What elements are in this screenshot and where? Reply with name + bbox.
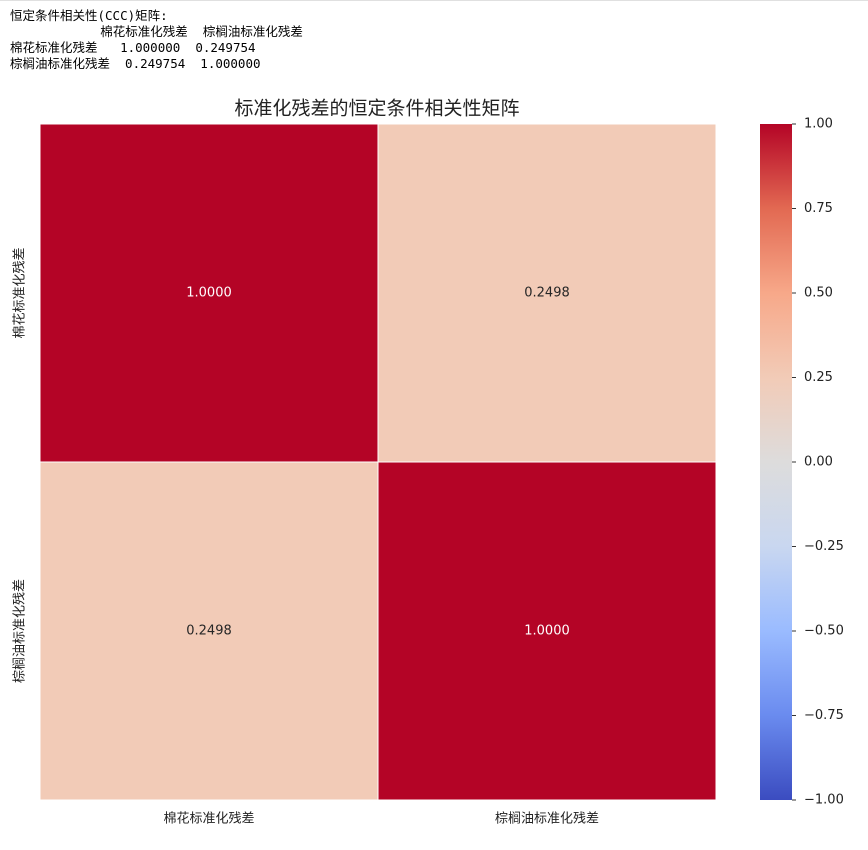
colorbar-tick-label: 0.50 xyxy=(804,286,833,301)
chart-title: 标准化残差的恒定条件相关性矩阵 xyxy=(234,98,519,120)
colorbar-tick-label: −1.00 xyxy=(804,793,844,808)
colorbar-tick-label: −0.75 xyxy=(804,708,844,723)
colorbar-tick-label: 0.75 xyxy=(804,201,833,216)
x-tick-label: 棉花标准化残差 xyxy=(163,811,254,827)
x-tick-label: 棕榈油标准化残差 xyxy=(495,812,599,827)
console-line: 棕榈油标准化残差 0.249754 1.000000 xyxy=(10,56,261,71)
colorbar-tick-label: 1.00 xyxy=(804,117,833,132)
heatmap-cell xyxy=(39,461,379,801)
heatmap-cell xyxy=(377,123,717,463)
console-line: 棉花标准化残差 1.000000 0.249754 xyxy=(10,40,256,55)
colorbar-tick-label: −0.25 xyxy=(804,539,844,554)
console-line: 恒定条件相关性(CCC)矩阵: xyxy=(10,8,168,23)
console-line: 棉花标准化残差 棕榈油标准化残差 xyxy=(10,24,303,39)
cell-border xyxy=(0,0,868,5)
value-label: 0.2498 xyxy=(524,286,570,301)
colorbar-tick-label: 0.00 xyxy=(804,455,833,470)
colorbar-tick-label: 0.25 xyxy=(804,370,833,385)
console-output: 恒定条件相关性(CCC)矩阵: 棉花标准化残差 棕榈油标准化残差 棉花标准化残差 … xyxy=(10,8,303,72)
heatmap-cell xyxy=(39,123,379,463)
y-tick-label: 棉花标准化残差 xyxy=(12,247,28,338)
value-label: 0.2498 xyxy=(186,624,232,639)
heatmap-cell xyxy=(377,461,717,801)
colorbar-tick-label: −0.50 xyxy=(804,624,844,639)
colorbar xyxy=(760,124,792,800)
value-label: 1.0000 xyxy=(524,624,570,639)
y-tick-label: 棕榈油标准化残差 xyxy=(13,579,28,683)
value-label: 1.0000 xyxy=(186,286,232,301)
